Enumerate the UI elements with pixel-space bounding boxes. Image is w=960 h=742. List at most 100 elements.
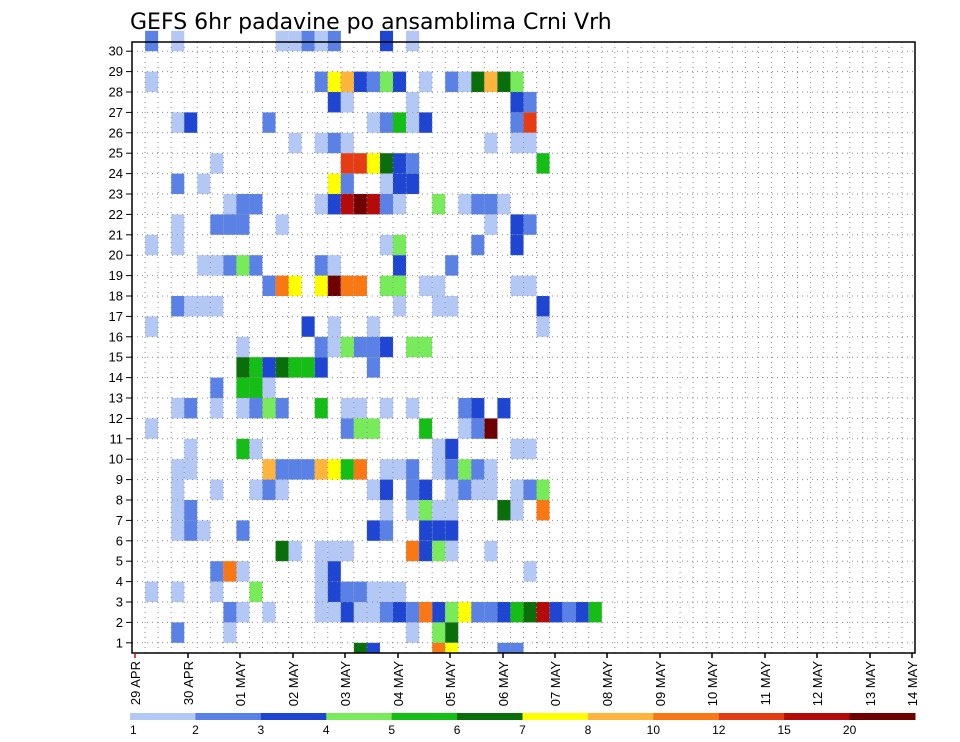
heatmap-cell <box>262 602 276 623</box>
heatmap-cell <box>380 112 394 133</box>
heatmap-cell <box>406 153 420 174</box>
y-tick-label: 15 <box>109 350 123 365</box>
heatmap-cell <box>445 602 459 623</box>
heatmap-cell <box>236 255 250 276</box>
heatmap-cell <box>314 602 328 623</box>
heatmap-cell <box>171 581 185 602</box>
heatmap-cell <box>171 234 185 256</box>
heatmap-cell <box>458 602 472 623</box>
heatmap-cell <box>249 194 263 215</box>
heatmap-cell <box>445 71 459 92</box>
y-tick-label: 14 <box>109 370 123 385</box>
heatmap-cell <box>223 214 237 235</box>
y-tick-label: 24 <box>109 166 123 181</box>
heatmap-cell <box>549 602 563 623</box>
chart-title: GEFS 6hr padavine po ansamblima Crni Vrh <box>130 10 612 35</box>
heatmap-cell <box>406 622 420 643</box>
heatmap-cell <box>432 602 446 623</box>
heatmap-cell <box>471 234 485 256</box>
heatmap-cell <box>380 194 394 215</box>
heatmap-cell <box>353 398 367 419</box>
colorbar-swatch <box>260 713 327 720</box>
x-tick-label: 12 MAY <box>810 661 825 707</box>
heatmap-cell <box>340 132 354 154</box>
heatmap-cell <box>340 173 354 194</box>
heatmap-cell <box>353 153 367 174</box>
heatmap-cell <box>432 459 446 480</box>
heatmap-cell <box>393 602 407 623</box>
heatmap-cell <box>366 336 380 358</box>
heatmap-cell <box>445 622 459 643</box>
colorbar-swatch <box>522 713 589 720</box>
heatmap-cell <box>393 173 407 194</box>
heatmap-cell <box>327 132 341 154</box>
heatmap-cell <box>380 581 394 602</box>
heatmap-cell <box>210 255 224 276</box>
heatmap-cell <box>327 71 341 92</box>
y-tick-label: 12 <box>109 411 123 426</box>
heatmap-cell <box>497 602 511 623</box>
heatmap-cell <box>523 602 537 623</box>
heatmap-cell <box>458 194 472 215</box>
heatmap-cell <box>262 479 276 500</box>
heatmap-cell <box>340 581 354 602</box>
heatmap-cell <box>314 71 328 92</box>
colorbar-label: 7 <box>519 723 526 737</box>
heatmap-cell <box>223 561 237 582</box>
heatmap-cell <box>484 602 498 623</box>
heatmap-cell <box>523 112 537 133</box>
heatmap-cell <box>419 275 433 296</box>
colorbar-label: 2 <box>192 723 199 737</box>
heatmap-cell <box>249 357 263 378</box>
heatmap-cell <box>184 296 198 317</box>
heatmap-cell <box>445 520 459 541</box>
heatmap-cell <box>458 398 472 419</box>
heatmap-cell <box>171 173 185 194</box>
heatmap-cell <box>145 418 159 439</box>
heatmap-cell <box>406 398 420 419</box>
y-tick-label: 29 <box>109 64 123 79</box>
heatmap-cell <box>458 479 472 500</box>
heatmap-cell <box>340 602 354 623</box>
y-tick-label: 26 <box>109 125 123 140</box>
heatmap-cell <box>432 438 446 460</box>
heatmap-cell <box>510 438 524 460</box>
heatmap-cell <box>327 255 341 276</box>
colorbar-label: 15 <box>777 723 791 737</box>
x-tick-label: 04 MAY <box>391 661 406 707</box>
y-tick-label: 8 <box>116 493 123 508</box>
x-axis: 29 APR 30 APR 01 MAY 02 MAY 03 MAY 04 MAY 05 M… <box>128 653 920 706</box>
heatmap-cell <box>523 132 537 154</box>
grid-lines <box>132 42 915 653</box>
heatmap-cell <box>380 234 394 256</box>
y-tick-label: 4 <box>116 574 123 589</box>
colorbar-swatch <box>718 713 785 720</box>
heatmap-cell <box>393 153 407 174</box>
x-tick-label: 06 MAY <box>496 661 511 707</box>
heatmap-cell <box>380 520 394 541</box>
heatmap-cell <box>275 540 289 562</box>
heatmap-cell <box>445 642 459 653</box>
heatmap-cell <box>406 336 420 358</box>
heatmap-cell <box>171 500 185 521</box>
heatmap-cell <box>184 398 198 419</box>
heatmap-cell <box>262 398 276 419</box>
x-tick-label: 02 MAY <box>286 661 301 707</box>
heatmap-cell <box>327 30 341 52</box>
heatmap-cell <box>406 30 420 52</box>
heatmap-cell <box>432 275 446 296</box>
heatmap-cell <box>210 581 224 602</box>
y-tick-label: 11 <box>110 431 124 446</box>
heatmap-cell <box>588 602 602 623</box>
heatmap-cell <box>301 30 315 52</box>
heatmap-cell <box>314 459 328 480</box>
heatmap-cell <box>314 398 328 419</box>
y-tick-label: 3 <box>116 595 123 610</box>
heatmap-cell <box>432 642 446 653</box>
heatmap-cell <box>366 316 380 337</box>
heatmap-cell <box>510 500 524 521</box>
heatmap-cell <box>445 500 459 521</box>
heatmap-cell <box>393 112 407 133</box>
heatmap-cell <box>484 132 498 154</box>
